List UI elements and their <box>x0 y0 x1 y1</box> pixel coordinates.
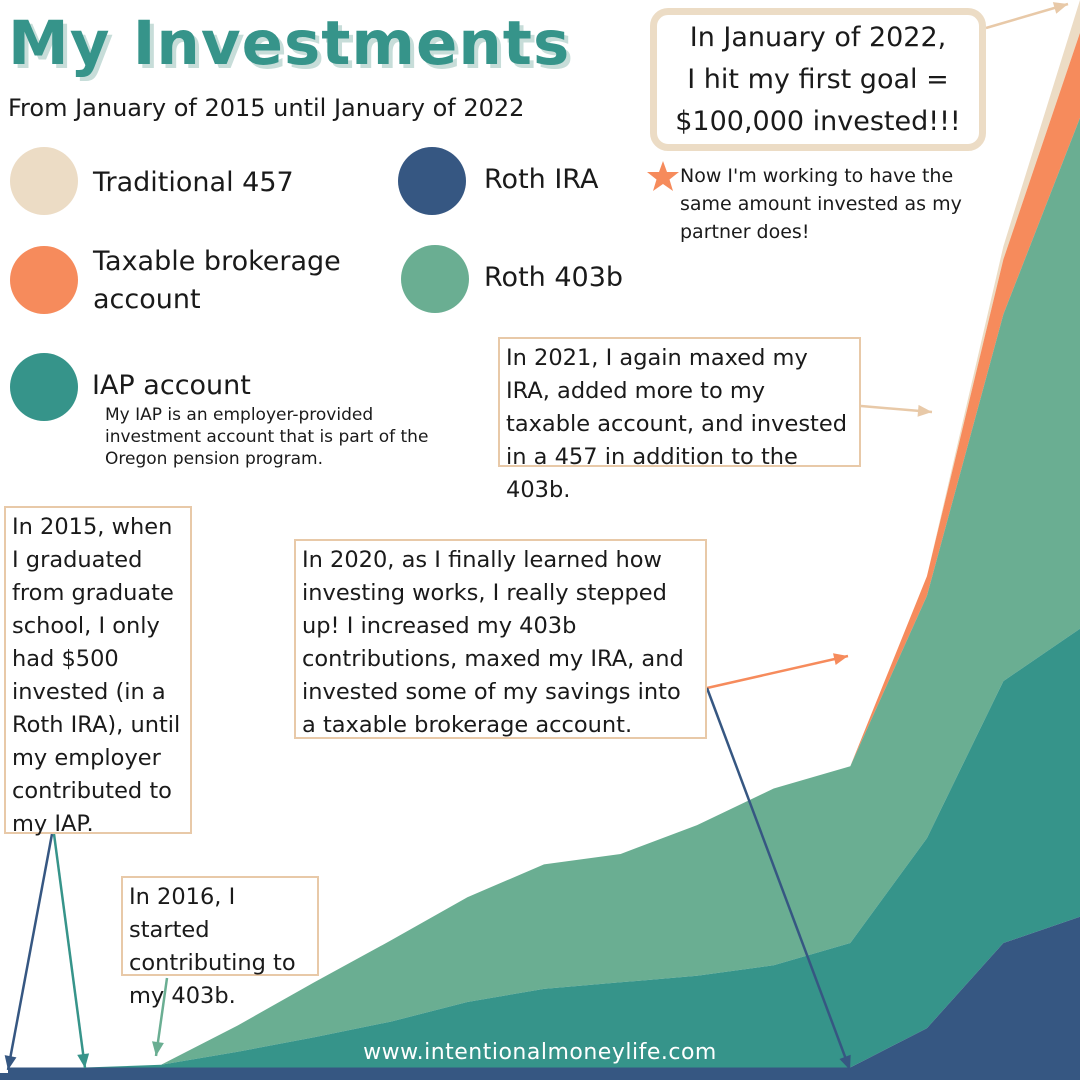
area-roth-ira <box>8 916 1080 1074</box>
star-icon <box>647 161 679 191</box>
arrow-goal <box>985 2 1069 30</box>
page-subtitle: From January of 2015 until January of 20… <box>8 94 525 122</box>
annotation-2016: In 2016, I started contributing to my 40… <box>121 876 319 1009</box>
goal-line-2: I hit my first goal = <box>687 64 949 95</box>
annotation-2020: In 2020, as I finally learned how invest… <box>294 539 707 739</box>
annotation-2015: In 2015, when I graduated from graduate … <box>4 506 192 837</box>
arrow-2020-roth-ira <box>705 687 852 1071</box>
legend-label-taxable-brokerage: Taxable brokerage account <box>93 246 341 315</box>
legend-label-roth-403b: Roth 403b <box>484 262 624 293</box>
page-title: My Investments <box>8 8 571 79</box>
arrow-2015-iap <box>52 833 90 1069</box>
legend-swatch-iap-account <box>10 353 78 421</box>
area-roth-403b <box>8 117 1080 1068</box>
legend-swatch-roth-ira <box>398 147 466 215</box>
legend-label-roth-ira: Roth IRA <box>484 164 599 195</box>
arrow-2020-taxable <box>706 653 849 690</box>
partner-note: Now I'm working to have the same amount … <box>680 165 962 243</box>
goal-callout: In January of 2022, I hit my first goal … <box>650 8 986 151</box>
legend-swatch-taxable-brokerage <box>10 246 78 314</box>
arrow-2016-403b <box>152 977 169 1057</box>
website-url: www.intentionalmoneylife.com <box>363 1040 717 1065</box>
annotation-2021: In 2021, I again maxed my IRA, added mor… <box>498 337 861 503</box>
arrow-2015-roth-ira <box>4 833 54 1071</box>
legend-swatch-traditional-457 <box>10 147 78 215</box>
legend-label-traditional-457: Traditional 457 <box>93 167 294 198</box>
goal-line-1: In January of 2022, <box>689 22 947 53</box>
legend-label-iap-account: IAP account <box>92 370 251 401</box>
iap-note: My IAP is an employer-provided investmen… <box>105 405 429 469</box>
area-iap-account <box>8 628 1080 1068</box>
legend-swatch-roth-403b <box>401 245 469 313</box>
goal-line-3: $100,000 invested!!! <box>675 106 961 137</box>
chart-baseline <box>0 1073 1080 1080</box>
arrow-2021-457 <box>860 404 933 417</box>
